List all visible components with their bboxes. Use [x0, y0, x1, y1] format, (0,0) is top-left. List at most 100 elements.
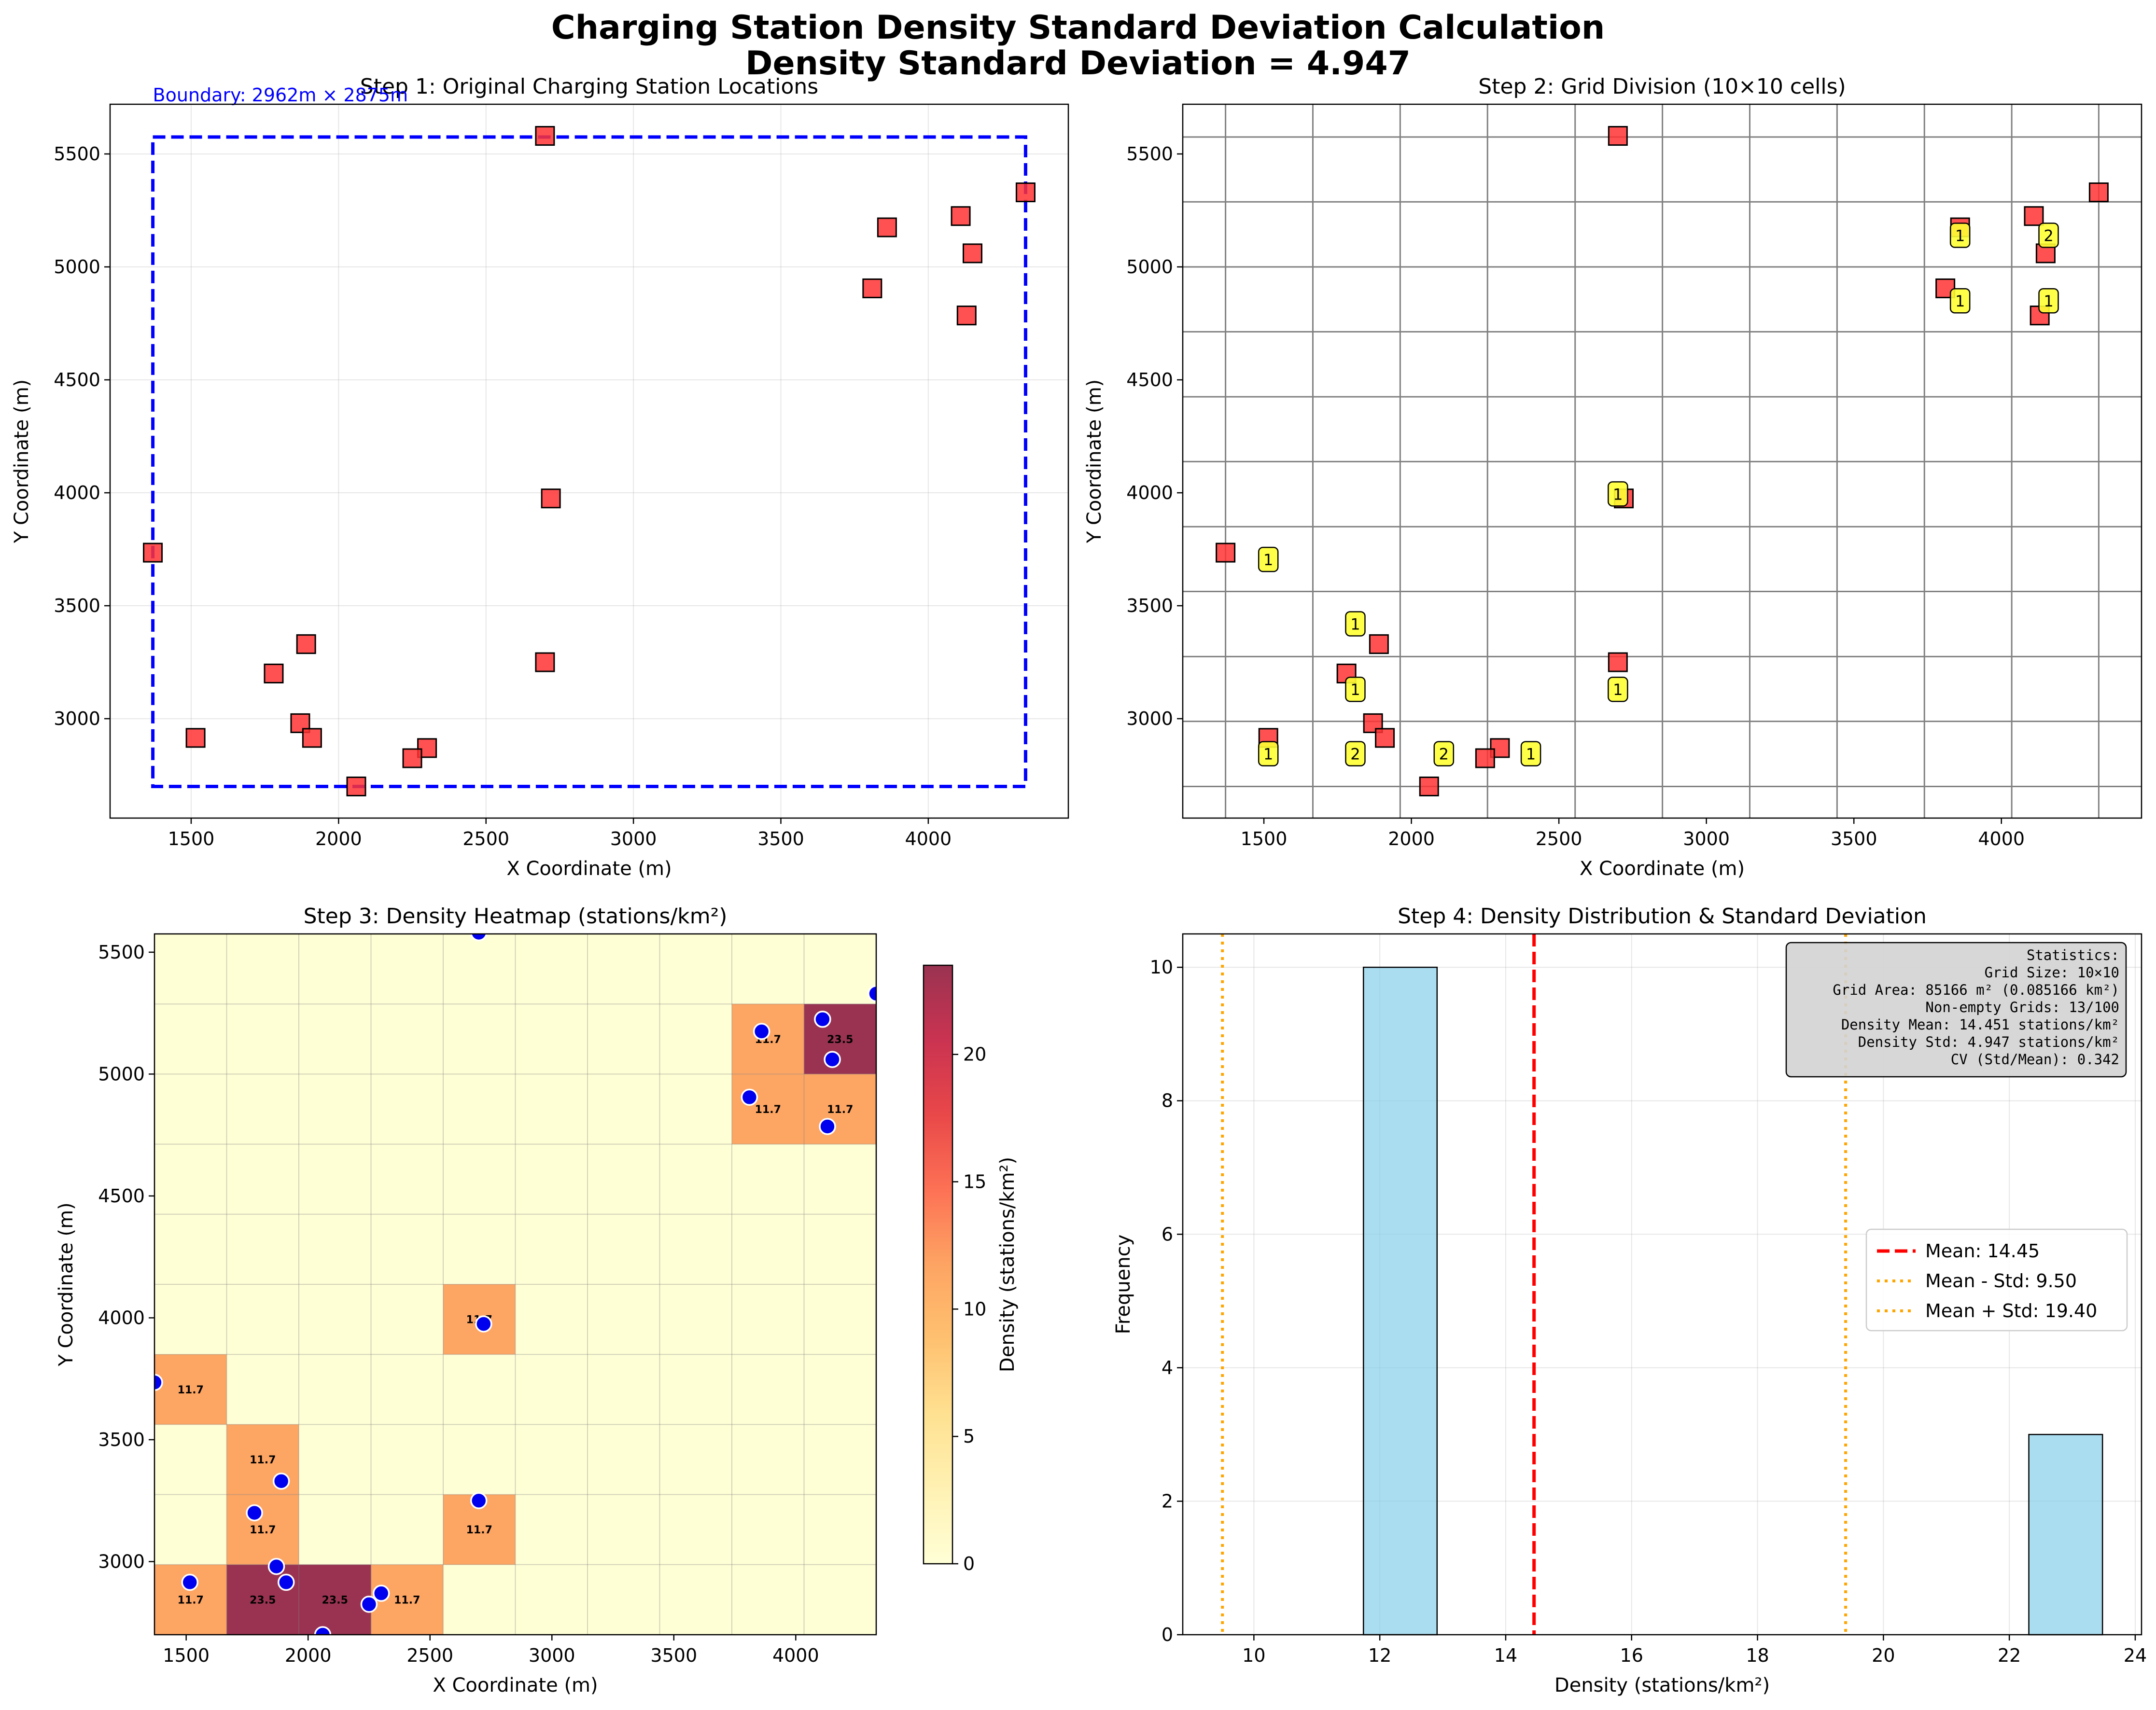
panel-step2-grid: Step 2: Grid Division (10×10 cells) 1500 2… [1083, 74, 2142, 880]
y-tick-label: 3000 [98, 1551, 145, 1572]
y-tick-label: 3500 [1126, 595, 1173, 616]
heatmap-cell [371, 1424, 443, 1495]
heatmap-cell [515, 1004, 588, 1074]
heatmap-cell [154, 1144, 227, 1214]
station-marker [535, 652, 555, 672]
heatmap-cell [659, 1074, 732, 1144]
station-dot [475, 1315, 492, 1333]
cell-count-label: 1 [1263, 551, 1273, 569]
x-tick-label: 16 [1620, 1645, 1643, 1666]
heatmap-cell [732, 1214, 804, 1284]
heatmap-cell [659, 1424, 732, 1495]
legend-entry: Mean + Std: 19.40 [1925, 1300, 2097, 1321]
heatmap-cell [154, 934, 227, 1004]
station-dot [314, 1626, 332, 1635]
cell-count-badge [1949, 222, 1971, 248]
station-dot [277, 1573, 295, 1591]
y-axis-label: Frequency [1112, 1235, 1134, 1335]
station-dot [470, 1492, 488, 1509]
y-axis-label: Y Coordinate (m) [11, 379, 33, 543]
station-dot [267, 1557, 285, 1575]
heatmap-cell-filled [732, 1074, 804, 1144]
heatmap-cell [659, 1354, 732, 1425]
cell-count-label: 1 [1350, 615, 1360, 633]
station-marker [535, 126, 555, 146]
heatmap-cell [371, 1004, 443, 1074]
statistics-line: Grid Area: 85166 m² (0.085166 km²) [1833, 982, 2119, 998]
heatmap-value-label: 11.7 [466, 1524, 492, 1536]
y-tick-label: 4000 [98, 1307, 145, 1328]
y-tick-label: 4500 [54, 369, 100, 390]
legend-entry: Mean: 14.45 [1925, 1240, 2040, 1262]
heatmap-cell [299, 934, 371, 1004]
heatmap-cell [659, 1564, 732, 1635]
heatmap-cell [299, 1074, 371, 1144]
x-tick-label: 3500 [650, 1645, 697, 1666]
station-marker [951, 206, 971, 226]
y-tick-label: 3000 [1126, 708, 1173, 729]
cell-count-label: 1 [2044, 292, 2053, 310]
heatmap-value-label: 11.7 [394, 1594, 420, 1606]
heatmap-cell [804, 1564, 876, 1635]
axes-frame [1182, 103, 2142, 819]
station-marker [417, 738, 437, 758]
station-marker [877, 217, 897, 237]
heatmap-cell [515, 1284, 588, 1355]
heatmap-cell [588, 1004, 660, 1074]
x-tick-label: 1500 [1241, 828, 1288, 849]
heatmap-cell [588, 1564, 660, 1635]
panel-title: Step 4: Density Distribution & Standard … [1398, 904, 1927, 929]
y-tick-label: 5500 [98, 942, 145, 963]
colorbar-tick-label: 0 [963, 1553, 975, 1574]
cell-count-badge [1345, 741, 1366, 766]
heatmap-value-label: 23.5 [250, 1594, 276, 1606]
heatmap-cell [804, 934, 876, 1004]
x-tick-label: 14 [1494, 1645, 1517, 1666]
y-tick-label: 5000 [1126, 256, 1173, 278]
cell-count-label: 2 [1350, 745, 1360, 764]
heatmap-cell [299, 1424, 371, 1495]
heatmap-cell [588, 1144, 660, 1214]
cell-count-badge [1258, 546, 1279, 572]
cell-count-badge [1345, 611, 1366, 637]
cell-count-label: 1 [1350, 681, 1360, 699]
heatmap-cell [226, 1144, 299, 1214]
y-tick-label: 5000 [54, 256, 100, 278]
heatmap-cell-filled [732, 1004, 804, 1074]
heatmap-cell [154, 1494, 227, 1565]
station-dot [181, 1573, 198, 1591]
x-tick-label: 3000 [529, 1645, 575, 1666]
heatmap-cell [371, 1284, 443, 1355]
heatmap-cell [732, 1564, 804, 1635]
statistics-line: Non-empty Grids: 13/100 [1925, 999, 2119, 1015]
heatmap-cell [804, 1354, 876, 1425]
y-tick-label: 4 [1162, 1357, 1173, 1378]
heatmap-cell [226, 1284, 299, 1355]
cell-count-label: 1 [1263, 745, 1273, 764]
station-marker [296, 634, 316, 654]
heatmap-cell [515, 1494, 588, 1565]
x-axis-label: X Coordinate (m) [433, 1674, 598, 1696]
heatmap-cell-filled [804, 1074, 876, 1144]
heatmap-cell [443, 1354, 516, 1425]
heatmap-cell [659, 934, 732, 1004]
x-axis-label: X Coordinate (m) [506, 858, 672, 880]
heatmap-value-label: 11.7 [827, 1104, 853, 1116]
heatmap-cell [804, 1284, 876, 1355]
boundary-rectangle [151, 135, 1027, 788]
heatmap-cell [443, 1424, 516, 1495]
heatmap-cell [588, 1284, 660, 1355]
heatmap-cell [371, 1144, 443, 1214]
cell-count-label: 1 [1613, 485, 1623, 503]
x-axis-label: Density (stations/km²) [1554, 1674, 1770, 1696]
cell-count-badge [1608, 676, 1628, 702]
x-axis-label: X Coordinate (m) [1580, 858, 1745, 880]
station-dot [360, 1596, 378, 1613]
station-marker [1419, 776, 1439, 796]
boundary-annotation: Boundary: 2962m × 2875m [153, 84, 408, 106]
station-marker [143, 542, 163, 563]
heatmap-cell [299, 1144, 371, 1214]
y-tick-label: 5500 [54, 143, 100, 165]
station-marker [2088, 182, 2109, 203]
heatmap-cell [732, 1284, 804, 1355]
